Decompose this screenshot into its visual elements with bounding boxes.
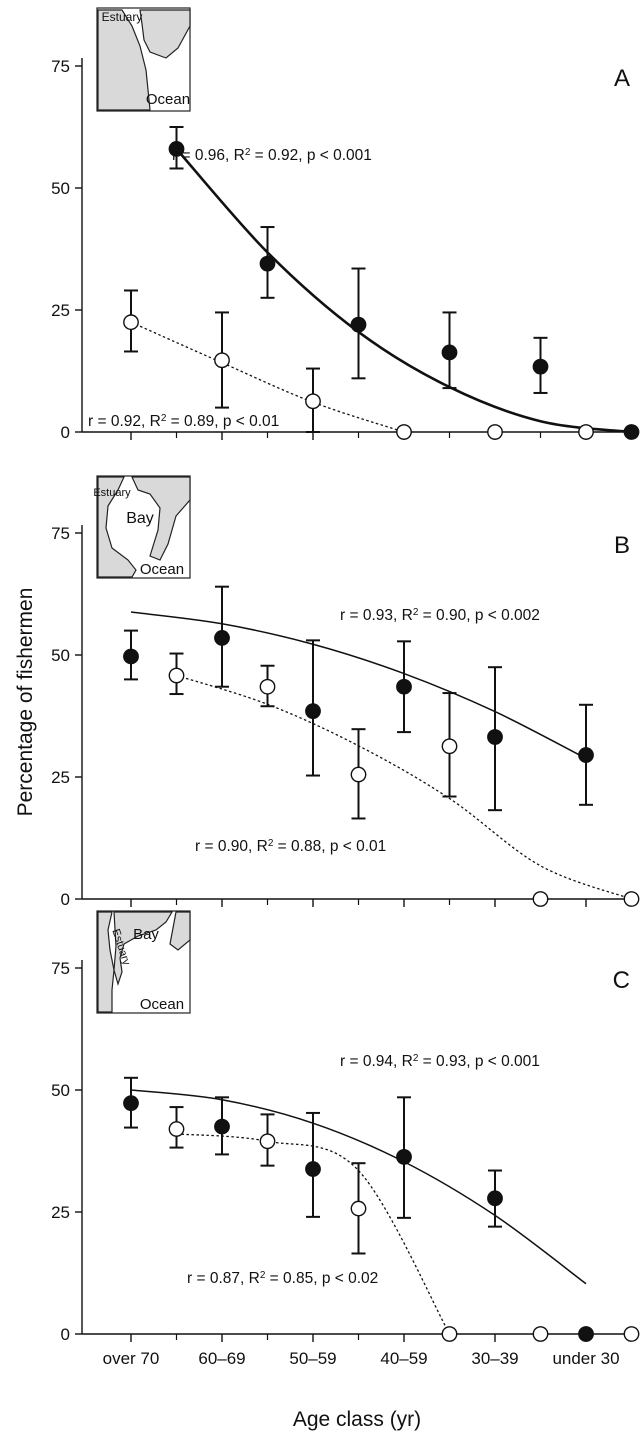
- panel-b: 0 25 50 75 B Estuary Bay Ocean r = 0.93, R2 = 0.…: [51, 476, 639, 909]
- data-point: [351, 1201, 365, 1215]
- fit-statistics: r = 0.93, R2 = 0.90, p < 0.002: [340, 607, 540, 625]
- data-point: [260, 680, 274, 694]
- map-label-ocean: Ocean: [140, 561, 184, 578]
- data-point: [624, 1327, 638, 1341]
- y-tick-label: 75: [51, 57, 70, 76]
- data-point: [624, 892, 638, 906]
- data-point: [260, 256, 274, 270]
- y-tick-label: 50: [51, 179, 70, 198]
- data-point: [124, 315, 138, 329]
- data-point: [169, 1122, 183, 1136]
- inset-map: Estuary Bay Ocean: [93, 476, 190, 578]
- data-point: [579, 425, 593, 439]
- series-open: r = 0.92, R2 = 0.89, p < 0.01: [88, 290, 593, 439]
- y-tick-label: 75: [51, 524, 70, 543]
- panel-letter: B: [614, 532, 630, 559]
- data-point: [533, 1327, 547, 1341]
- data-point: [488, 425, 502, 439]
- data-point: [624, 425, 638, 439]
- chart-panels: 0 25 50 75 A Estuary Ocean r = 0.96, R2 = 0.92,…: [51, 8, 639, 1368]
- data-point: [579, 1327, 593, 1341]
- fit-statistics: r = 0.90, R2 = 0.88, p < 0.01: [195, 838, 386, 856]
- x-tick-label: 50–59: [289, 1349, 336, 1368]
- data-point: [306, 704, 320, 718]
- y-tick-label: 50: [51, 646, 70, 665]
- y-tick-label: 25: [51, 1203, 70, 1222]
- y-tick-label: 25: [51, 301, 70, 320]
- map-label-estuary: Estuary: [93, 487, 131, 499]
- y-tick-label: 0: [61, 423, 70, 442]
- fit-statistics: r = 0.96, R2 = 0.92, p < 0.001: [172, 147, 372, 165]
- data-point: [442, 739, 456, 753]
- inset-map: Estuary Ocean: [97, 8, 190, 111]
- data-point: [351, 767, 365, 781]
- data-point: [533, 892, 547, 906]
- y-tick-label: 50: [51, 1081, 70, 1100]
- y-tick-label: 25: [51, 768, 70, 787]
- data-point: [533, 359, 547, 373]
- data-point: [215, 353, 229, 367]
- x-axis-title: Age class (yr): [293, 1408, 421, 1431]
- data-point: [397, 1150, 411, 1164]
- data-point: [124, 1096, 138, 1110]
- panel-letter: C: [613, 967, 630, 994]
- data-point: [488, 730, 502, 744]
- data-point: [306, 1162, 320, 1176]
- x-tick-label: 30–39: [471, 1349, 518, 1368]
- data-point: [260, 1134, 274, 1148]
- fit-statistics: r = 0.94, R2 = 0.93, p < 0.001: [340, 1053, 540, 1071]
- panel-letter: A: [614, 65, 630, 92]
- fit-statistics: r = 0.92, R2 = 0.89, p < 0.01: [88, 413, 279, 431]
- fit-statistics: r = 0.87, R2 = 0.85, p < 0.02: [187, 1270, 378, 1288]
- data-point: [442, 345, 456, 359]
- data-point: [442, 1327, 456, 1341]
- data-point: [488, 1191, 502, 1205]
- map-label-estuary: Estuary: [102, 10, 143, 24]
- data-point: [215, 631, 229, 645]
- data-point: [397, 680, 411, 694]
- panel-a: 0 25 50 75 A Estuary Ocean r = 0.96, R2 = 0.92,…: [51, 8, 639, 442]
- data-point: [169, 668, 183, 682]
- data-point: [397, 425, 411, 439]
- map-label-bay: Bay: [126, 510, 154, 527]
- data-point: [215, 1119, 229, 1133]
- y-tick-label: 75: [51, 959, 70, 978]
- map-label-bay: Bay: [133, 926, 159, 943]
- series-filled: r = 0.96, R2 = 0.92, p < 0.001: [169, 127, 638, 439]
- panel-c: 0 25 50 75 over 70 60–69 50–59 40–59 30–39 under …: [51, 911, 639, 1368]
- y-tick-label: 0: [61, 890, 70, 909]
- x-tick-label: 60–69: [198, 1349, 245, 1368]
- y-axis-title: Percentage of fishermen: [14, 588, 37, 817]
- fit-curve: [177, 149, 632, 432]
- x-tick-label: 40–59: [380, 1349, 427, 1368]
- data-point: [579, 748, 593, 762]
- map-label-ocean: Ocean: [146, 91, 190, 108]
- x-tick-label: over 70: [103, 1349, 160, 1368]
- map-label-ocean: Ocean: [140, 996, 184, 1013]
- x-tick-label: under 30: [552, 1349, 619, 1368]
- data-point: [351, 317, 365, 331]
- data-point: [306, 394, 320, 408]
- data-point: [124, 649, 138, 663]
- y-tick-label: 0: [61, 1325, 70, 1344]
